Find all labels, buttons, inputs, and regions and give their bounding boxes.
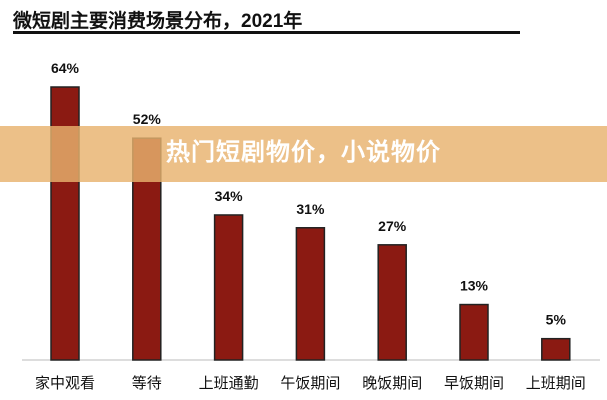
overlay-banner-text: 热门短剧物价，小说物价	[166, 139, 441, 166]
data-label: 52%	[133, 111, 162, 127]
bar	[541, 337, 571, 361]
data-label: 5%	[546, 312, 567, 328]
data-label: 34%	[215, 188, 244, 204]
data-label: 27%	[378, 218, 407, 234]
title-underline	[13, 31, 520, 34]
x-tick-label: 家中观看	[35, 375, 95, 392]
data-label: 13%	[460, 278, 489, 294]
bar	[213, 214, 244, 361]
bar	[377, 244, 407, 361]
bar	[459, 303, 489, 361]
x-tick-label: 晚饭期间	[362, 375, 422, 392]
x-tick-label: 等待	[132, 374, 162, 392]
x-tick-label: 早饭期间	[444, 375, 504, 392]
data-label: 31%	[296, 201, 325, 217]
overlay-banner	[0, 126, 607, 182]
x-tick-label: 上班通勤	[199, 375, 259, 392]
chart-title: 微短剧主要消费场景分布，2021年	[13, 11, 303, 32]
bar	[295, 227, 326, 361]
x-tick-label: 上班期间	[526, 375, 586, 392]
x-tick-label: 午饭期间	[280, 375, 340, 392]
data-label: 64%	[51, 60, 80, 76]
